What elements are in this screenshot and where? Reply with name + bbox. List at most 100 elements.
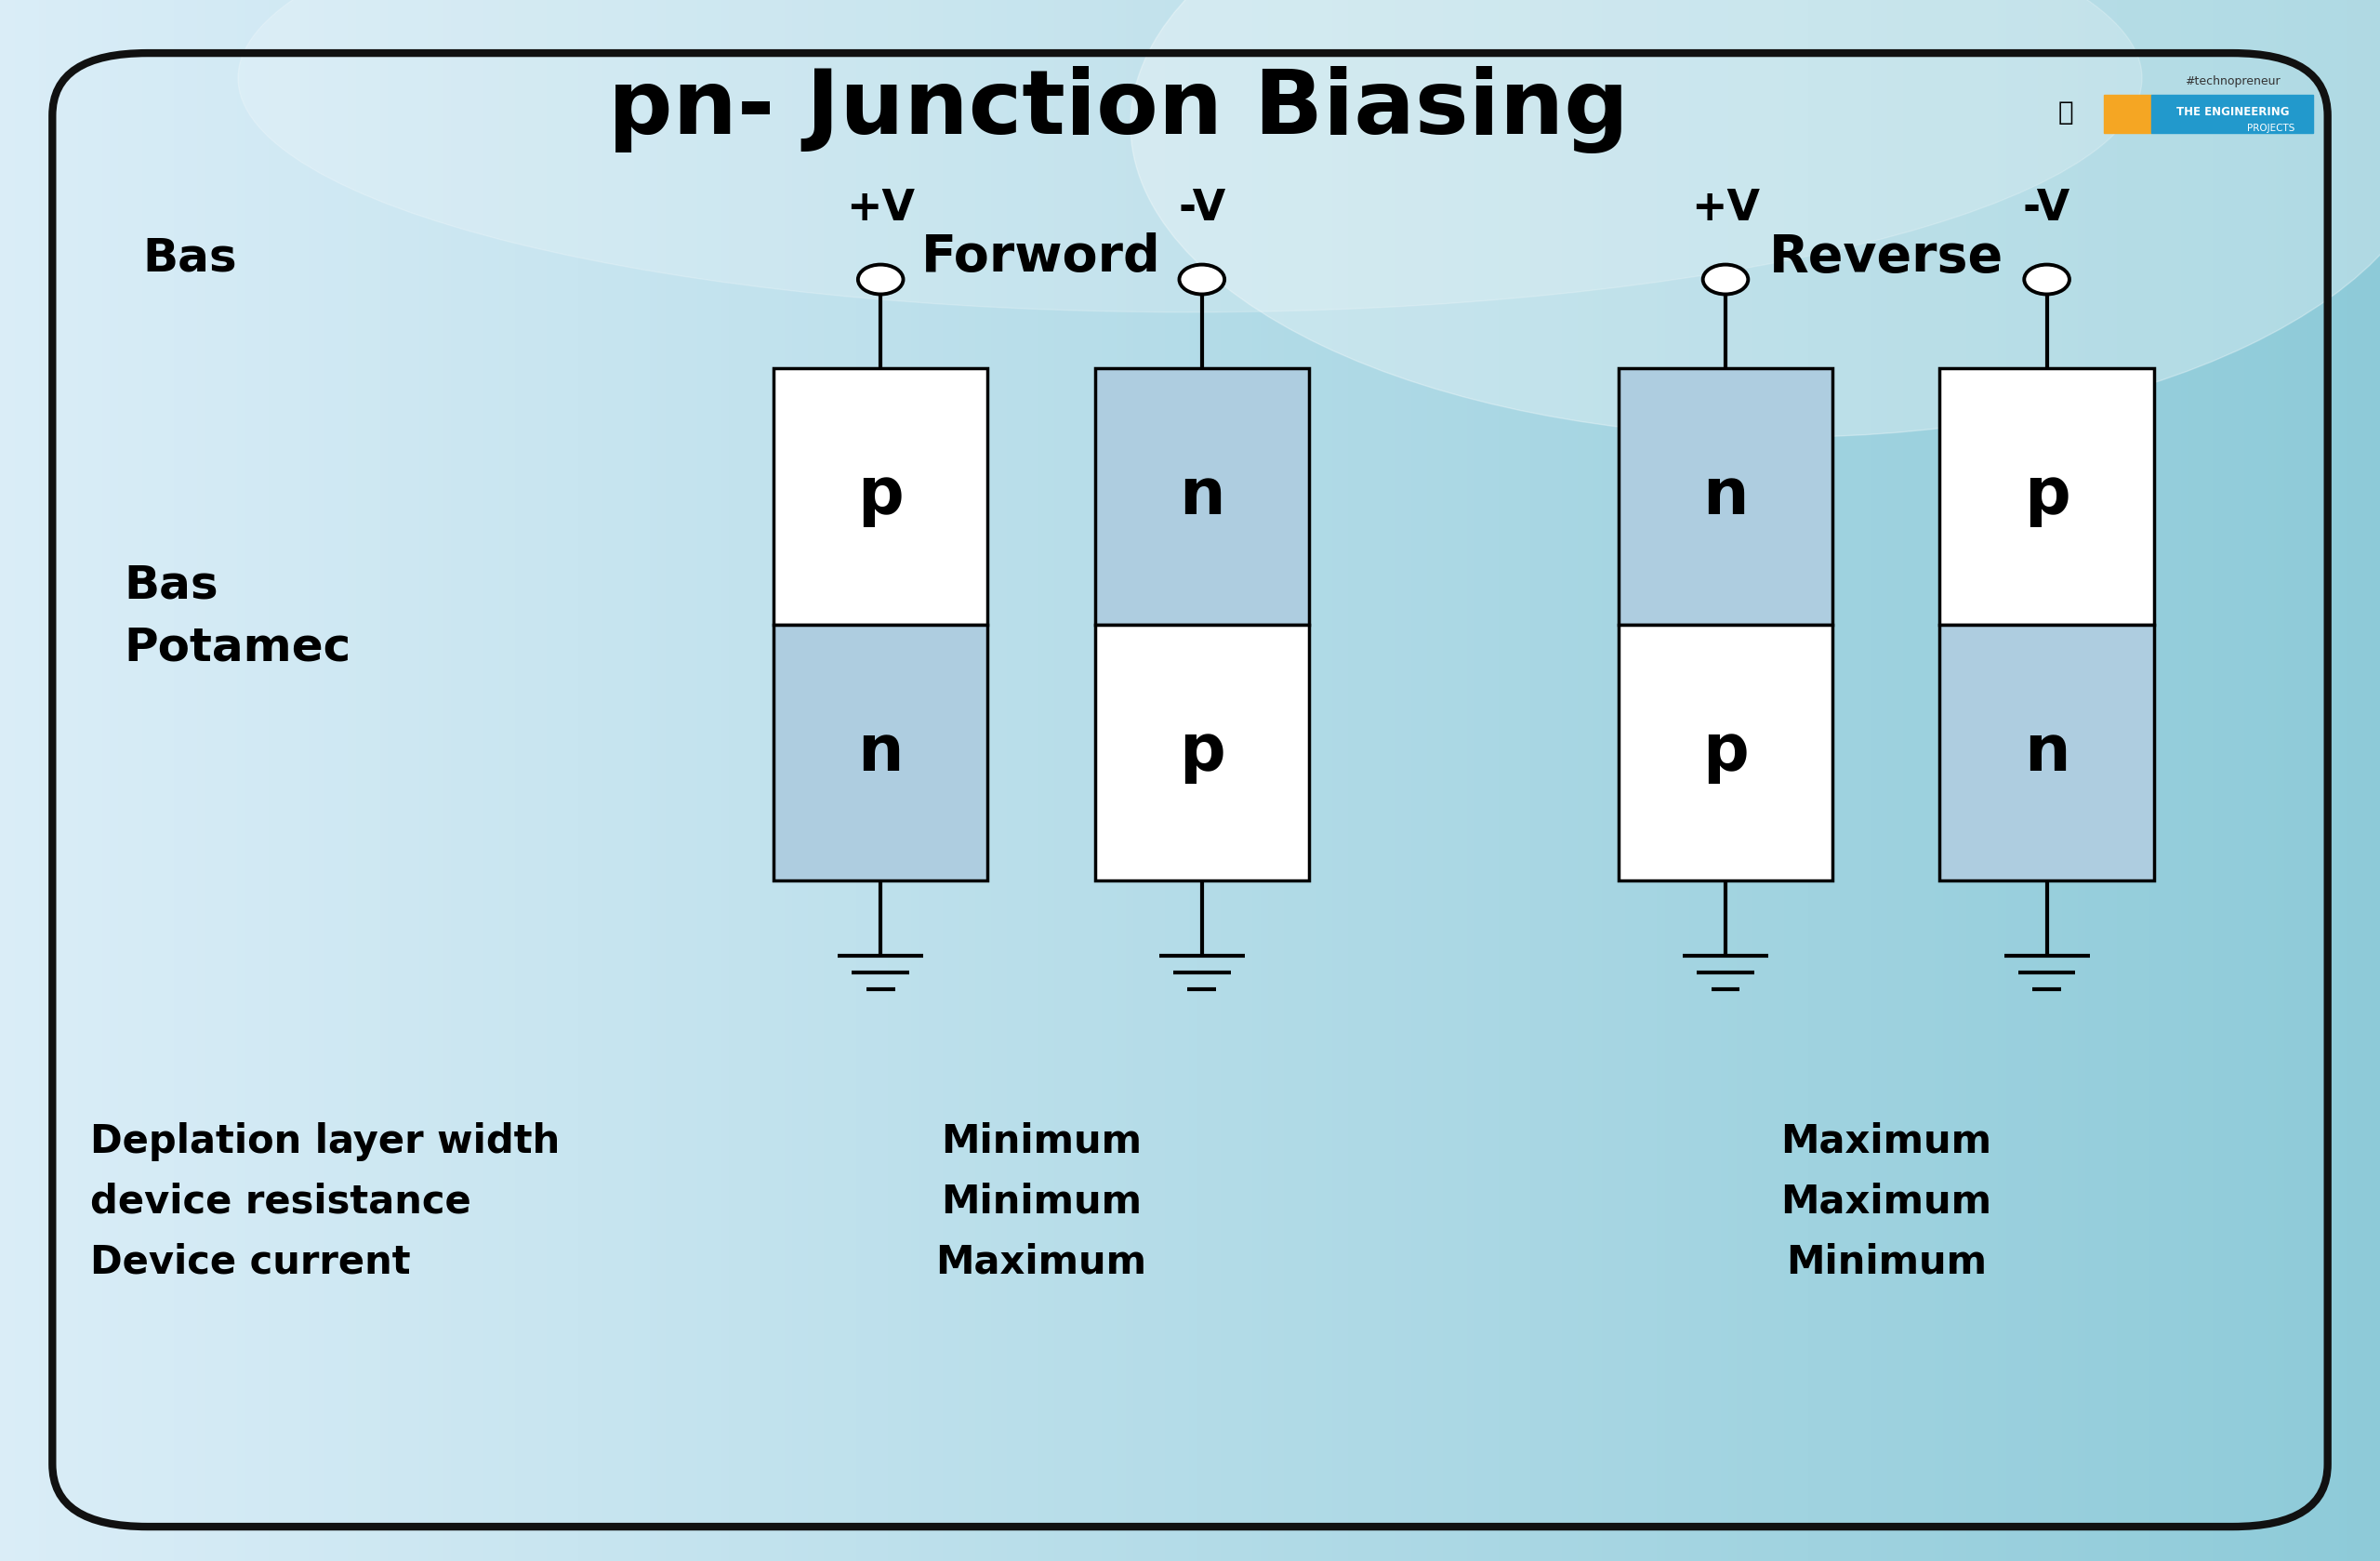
Bar — [635, 0, 645, 1561]
Text: n: n — [2023, 721, 2071, 784]
Bar — [1499, 0, 1509, 1561]
Bar — [1802, 0, 1811, 1561]
Bar — [1397, 0, 1407, 1561]
Bar — [309, 0, 319, 1561]
Bar — [983, 0, 995, 1561]
Bar — [619, 0, 628, 1561]
Bar — [1825, 0, 1835, 1561]
Bar — [207, 0, 217, 1561]
Bar — [1095, 368, 1309, 624]
Bar — [578, 0, 590, 1561]
Bar — [340, 0, 352, 1561]
Bar — [2261, 0, 2271, 1561]
Bar — [2356, 0, 2366, 1561]
Bar — [2040, 0, 2049, 1561]
Bar — [2325, 0, 2335, 1561]
Bar — [293, 0, 305, 1561]
Bar — [269, 0, 281, 1561]
Text: +V: +V — [847, 189, 914, 229]
Bar — [17, 0, 26, 1561]
Bar — [1373, 0, 1383, 1561]
Bar — [802, 0, 812, 1561]
Circle shape — [859, 264, 904, 293]
Bar — [174, 0, 186, 1561]
Bar — [357, 0, 367, 1561]
Bar — [1507, 0, 1518, 1561]
Bar — [626, 0, 638, 1561]
Bar — [421, 0, 431, 1561]
Bar — [350, 0, 359, 1561]
Bar — [2230, 0, 2240, 1561]
Text: PROJECTS: PROJECTS — [2247, 123, 2294, 133]
Bar — [198, 0, 209, 1561]
Bar — [1856, 0, 1866, 1561]
Bar — [1064, 0, 1073, 1561]
Bar — [428, 0, 438, 1561]
Bar — [238, 0, 248, 1561]
Bar — [643, 0, 652, 1561]
Bar — [1445, 0, 1454, 1561]
Bar — [1983, 0, 1994, 1561]
Bar — [2206, 0, 2216, 1561]
Bar — [1935, 0, 1947, 1561]
Text: Bas
Potamec: Bas Potamec — [124, 564, 350, 670]
Bar — [778, 0, 788, 1561]
Bar — [707, 0, 716, 1561]
Bar — [1364, 0, 1376, 1561]
Bar — [1111, 0, 1121, 1561]
Bar — [774, 368, 988, 624]
Bar — [231, 0, 240, 1561]
Bar — [1126, 0, 1138, 1561]
Bar — [690, 0, 700, 1561]
Bar — [1547, 0, 1557, 1561]
Bar — [1302, 0, 1311, 1561]
Bar — [493, 0, 502, 1561]
Bar — [1618, 624, 1833, 880]
Bar — [2278, 0, 2287, 1561]
Bar — [1673, 0, 1685, 1561]
Bar — [1150, 0, 1161, 1561]
Bar — [0, 0, 10, 1561]
Bar — [1214, 0, 1223, 1561]
Bar — [2237, 0, 2247, 1561]
Bar — [864, 0, 876, 1561]
Bar — [79, 0, 90, 1561]
Bar — [255, 0, 264, 1561]
Bar — [785, 0, 795, 1561]
Bar — [1316, 0, 1328, 1561]
Bar — [2373, 0, 2380, 1561]
Bar — [278, 0, 288, 1561]
Bar — [1380, 0, 1390, 1561]
Bar — [1816, 0, 1828, 1561]
Bar — [857, 0, 866, 1561]
Bar — [524, 0, 533, 1561]
Bar — [2285, 0, 2294, 1561]
Bar — [1697, 0, 1709, 1561]
Bar — [2173, 0, 2185, 1561]
Bar — [1530, 0, 1542, 1561]
Bar — [221, 0, 233, 1561]
Bar — [1999, 0, 2009, 1561]
Bar — [95, 0, 105, 1561]
Bar — [1840, 0, 1852, 1561]
Bar — [1135, 0, 1145, 1561]
Bar — [952, 0, 962, 1561]
Bar — [2006, 0, 2018, 1561]
Bar — [1452, 0, 1461, 1561]
Bar — [469, 0, 478, 1561]
Bar — [245, 0, 257, 1561]
Bar — [516, 0, 526, 1561]
Bar — [1523, 0, 1533, 1561]
Bar — [1254, 0, 1264, 1561]
Bar — [1166, 0, 1176, 1561]
Bar — [302, 0, 312, 1561]
Bar — [1183, 0, 1192, 1561]
Bar — [1975, 0, 1985, 1561]
Bar — [1468, 0, 1478, 1561]
Bar — [2349, 0, 2359, 1561]
Bar — [1880, 0, 1890, 1561]
Bar — [1230, 0, 1240, 1561]
Bar — [1007, 0, 1019, 1561]
Text: 🤖: 🤖 — [2059, 100, 2073, 125]
Bar — [840, 0, 852, 1561]
